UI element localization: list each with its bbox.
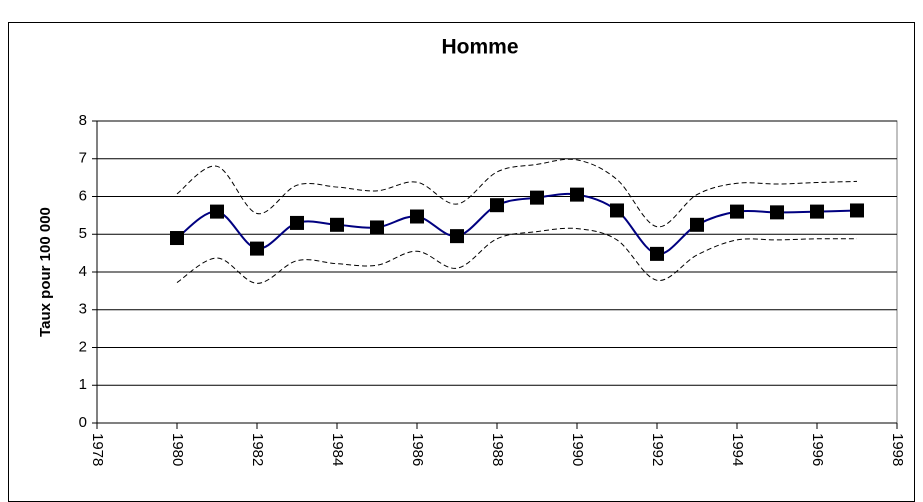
x-tick-label: 1988 xyxy=(489,433,506,466)
marker xyxy=(850,203,864,218)
y-tick-label: 2 xyxy=(79,338,87,355)
x-tick-label: 1986 xyxy=(409,433,426,466)
marker xyxy=(170,231,184,246)
y-tick-label: 6 xyxy=(79,187,87,204)
y-tick-label: 3 xyxy=(79,301,87,318)
x-tick-label: 1990 xyxy=(569,433,586,466)
y-tick-label: 0 xyxy=(79,414,87,431)
marker xyxy=(290,215,304,230)
x-tick-label: 1994 xyxy=(729,433,746,466)
x-tick-label: 1996 xyxy=(809,433,826,466)
y-tick-label: 5 xyxy=(79,225,87,242)
y-tick-label: 7 xyxy=(79,150,87,167)
series-line xyxy=(176,158,858,228)
marker xyxy=(570,187,584,202)
x-tick-label: 1982 xyxy=(249,433,266,466)
marker xyxy=(210,204,224,219)
marker xyxy=(250,241,264,256)
marker xyxy=(650,246,664,261)
marker xyxy=(450,229,464,244)
series-line xyxy=(176,227,858,284)
chart-title: Homme xyxy=(441,36,518,59)
marker xyxy=(330,217,344,232)
marker xyxy=(690,217,704,232)
marker xyxy=(490,198,504,213)
marker xyxy=(770,205,784,220)
y-axis-label: Taux pour 100 000 xyxy=(37,207,54,337)
x-tick-label: 1978 xyxy=(89,433,106,466)
y-tick-label: 1 xyxy=(79,376,87,393)
x-tick-label: 1992 xyxy=(649,433,666,466)
x-tick-label: 1998 xyxy=(889,433,906,466)
y-tick-label: 4 xyxy=(79,263,87,280)
x-tick-label: 1980 xyxy=(169,433,186,466)
y-tick-label: 8 xyxy=(79,112,87,129)
marker xyxy=(610,203,624,218)
marker xyxy=(730,204,744,219)
marker xyxy=(810,204,824,219)
marker xyxy=(410,209,424,224)
marker xyxy=(370,220,384,235)
marker xyxy=(530,190,544,205)
x-tick-label: 1984 xyxy=(329,433,346,466)
